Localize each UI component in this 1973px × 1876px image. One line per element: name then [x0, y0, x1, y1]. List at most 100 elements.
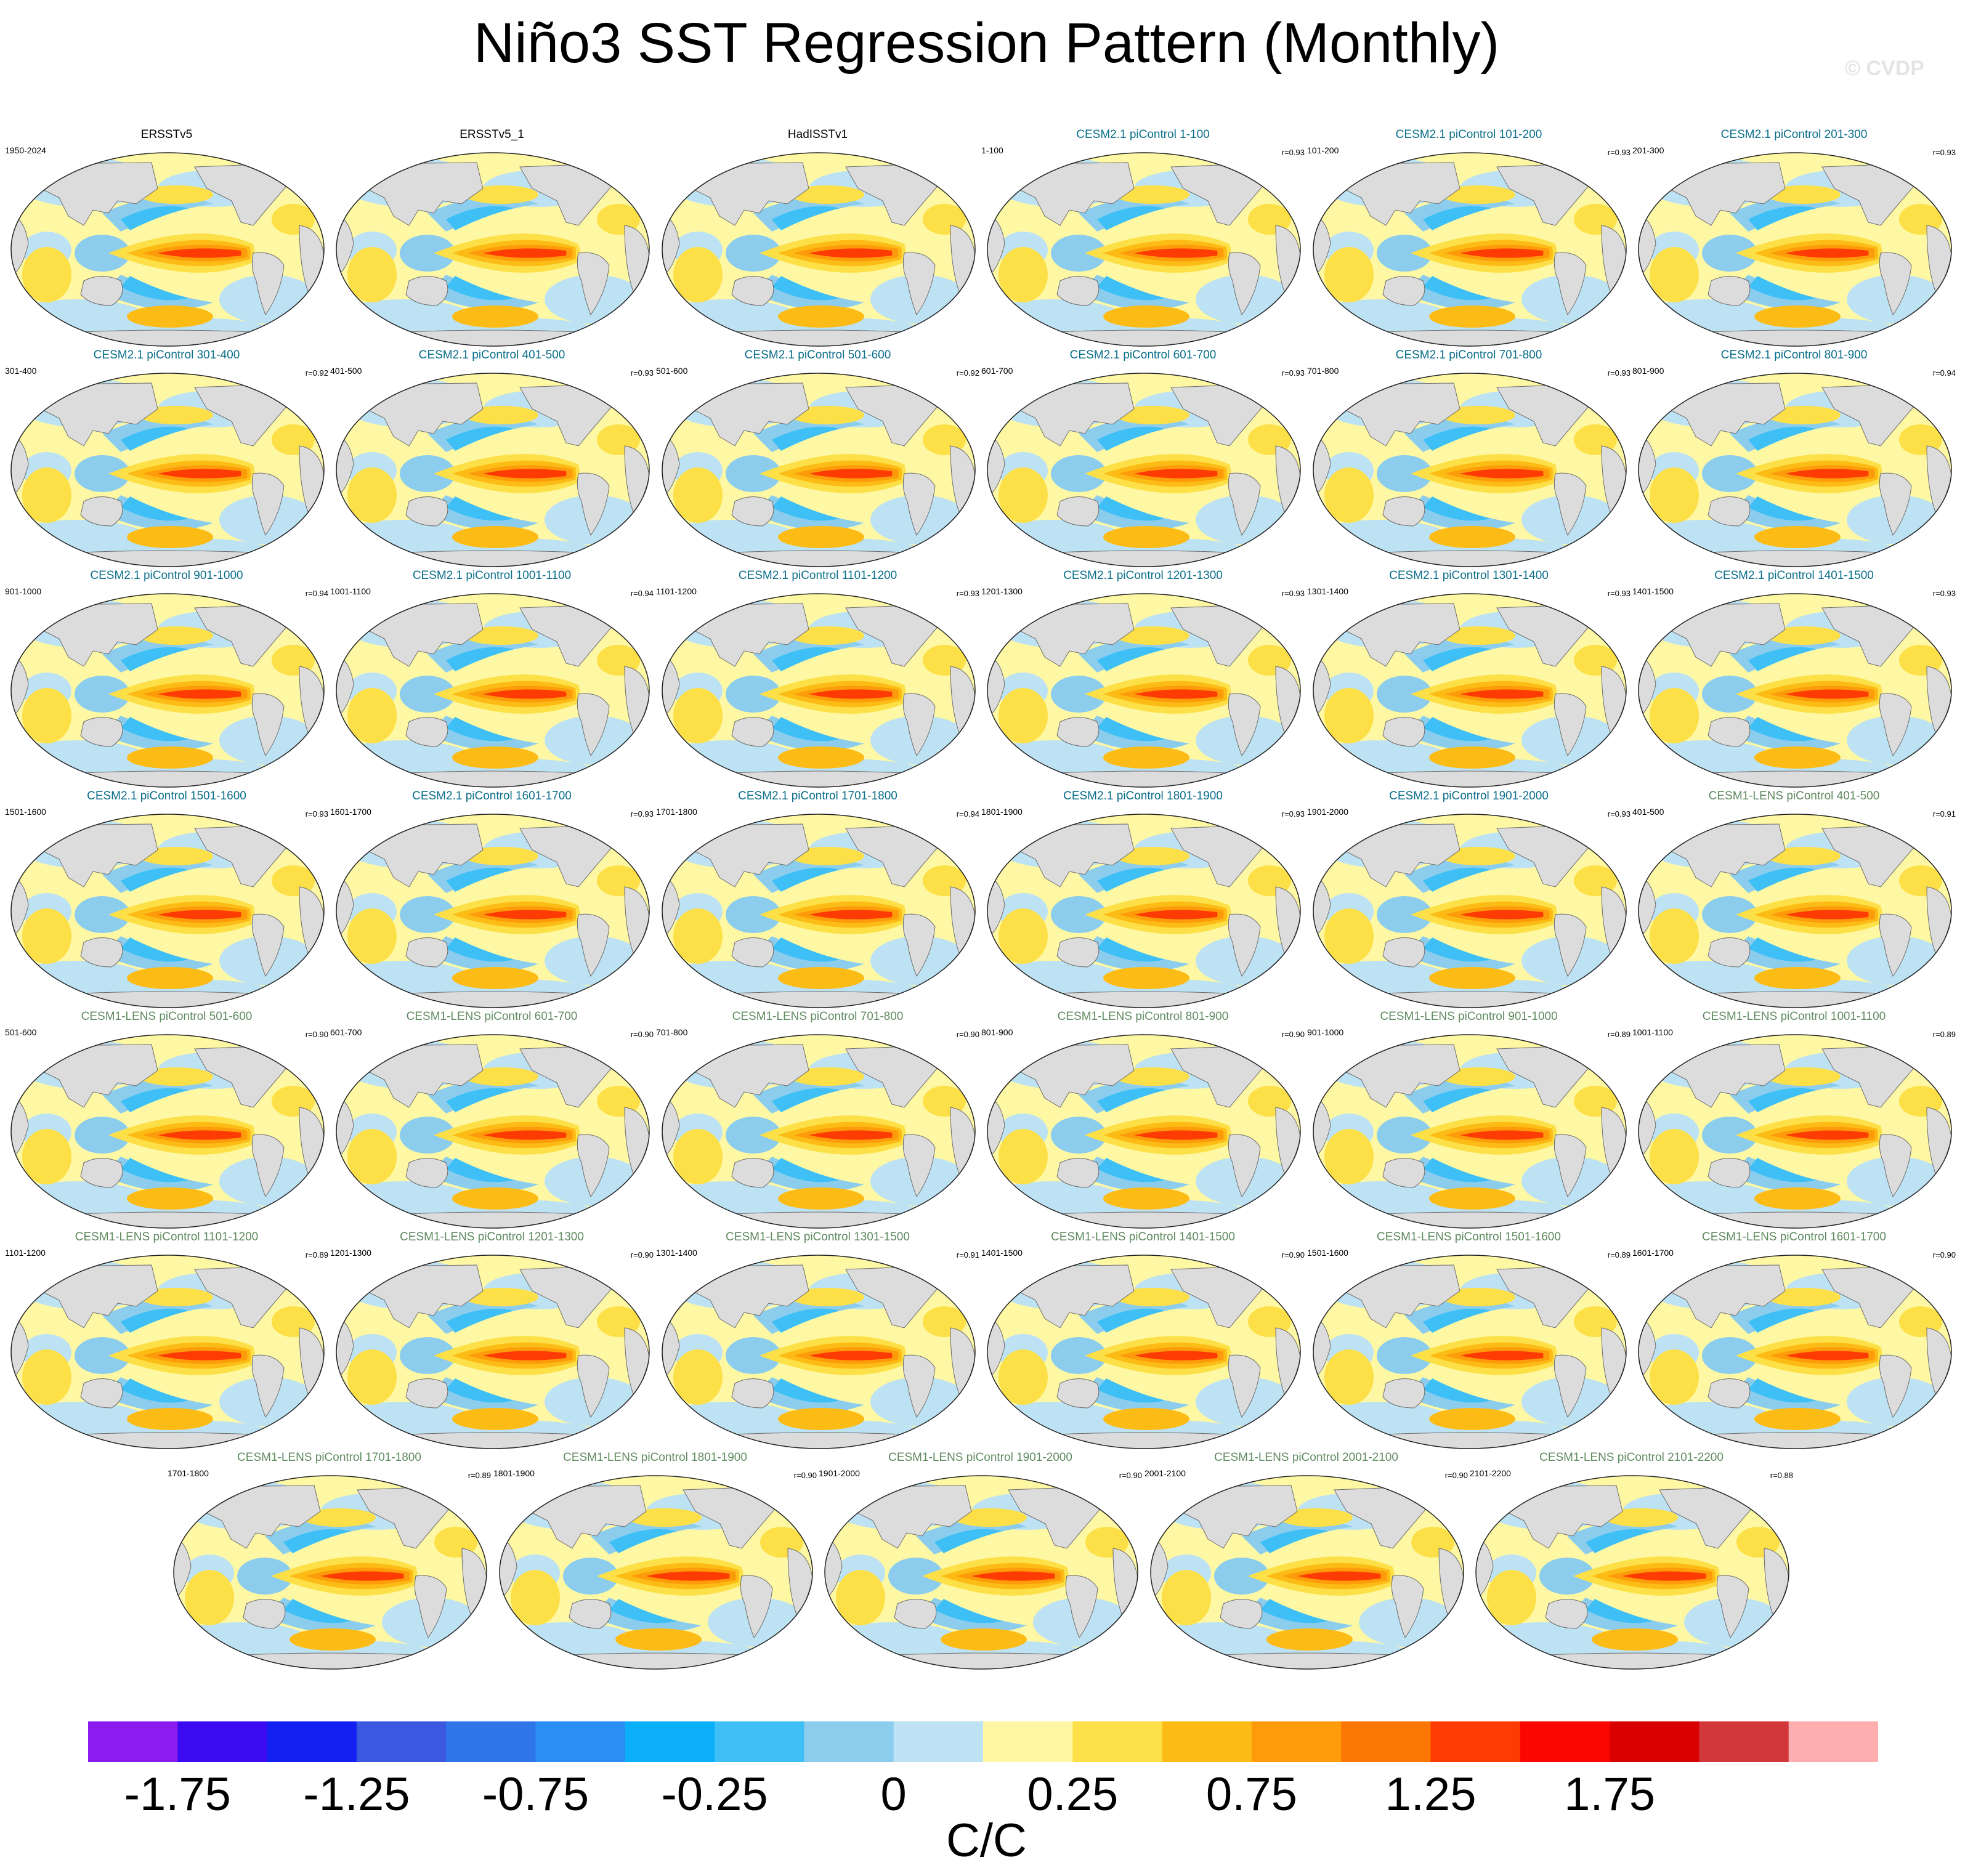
sst-regression-map	[1150, 1475, 1464, 1670]
panel-pattern-correlation: r=0.90	[1119, 1471, 1142, 1480]
panel-pattern-correlation: r=0.90	[956, 1030, 979, 1039]
panel-period: 701-800	[1307, 366, 1339, 376]
map-panel: CESM1-LENS piControl 901-1000 901-1000 r=0…	[1307, 1010, 1631, 1229]
map-panel: CESM2.1 piControl 201-300 201-300 r=0.93	[1632, 128, 1956, 347]
map-panel: CESM1-LENS piControl 801-900 801-900 r=0.9…	[981, 1010, 1305, 1229]
map-panel: CESM1-LENS piControl 601-700 601-700 r=0.9…	[330, 1010, 654, 1229]
panel-title: CESM2.1 piControl 1401-1500	[1714, 569, 1874, 582]
map-panel: CESM2.1 piControl 901-1000 901-1000 r=0.94	[5, 569, 328, 788]
panel-pattern-correlation: r=0.89	[468, 1471, 491, 1480]
panel-period: 1001-1100	[330, 586, 371, 596]
panel-title: ERSSTv5	[140, 128, 193, 141]
map-panel: CESM1-LENS piControl 1201-1300 1201-1300 r…	[330, 1231, 654, 1449]
panel-pattern-correlation: r=0.91	[1932, 809, 1956, 819]
map-panel: CESM1-LENS piControl 501-600 501-600 r=0.9…	[5, 1010, 328, 1229]
panel-title: CESM1-LENS piControl 1401-1500	[1051, 1231, 1235, 1243]
panel-title: ERSSTv5_1	[460, 128, 524, 141]
sst-regression-map	[662, 1034, 976, 1229]
map-panel: CESM1-LENS piControl 401-500 401-500 r=0.9…	[1632, 790, 1956, 1008]
colorbar-swatch	[625, 1721, 715, 1762]
panel-pattern-correlation: r=0.89	[1607, 1250, 1631, 1259]
sst-regression-map	[336, 373, 650, 567]
panel-pattern-correlation: r=0.94	[630, 589, 654, 598]
sst-regression-map	[1638, 593, 1952, 788]
panel-period: 1501-1600	[5, 807, 46, 817]
page-title: Niño3 SST Regression Pattern (Monthly)	[473, 12, 1500, 75]
panel-period: 1601-1700	[1632, 1248, 1674, 1258]
panel-period: 2001-2100	[1145, 1468, 1186, 1478]
panel-period: 1301-1400	[1307, 586, 1348, 596]
colorbar-swatch	[893, 1721, 984, 1762]
panel-title: CESM2.1 piControl 1-100	[1076, 128, 1210, 141]
panel-pattern-correlation: r=0.90	[793, 1471, 817, 1480]
map-panel: CESM2.1 piControl 101-200 101-200 r=0.93	[1307, 128, 1631, 347]
sst-regression-map	[1313, 152, 1627, 347]
sst-regression-map	[1313, 593, 1627, 788]
panel-period: 1001-1100	[1632, 1027, 1673, 1037]
colorbar-swatch	[535, 1721, 626, 1762]
colorbar-swatch	[356, 1721, 447, 1762]
panel-title: CESM1-LENS piControl 1501-1600	[1377, 1231, 1561, 1243]
sst-regression-map	[336, 1034, 650, 1229]
colorbar-swatch	[1520, 1721, 1610, 1762]
panel-period: 1901-2000	[1307, 807, 1348, 817]
colorbar-swatch	[1251, 1721, 1342, 1762]
map-panel: CESM2.1 piControl 701-800 701-800 r=0.93	[1307, 349, 1631, 567]
panel-title: CESM1-LENS piControl 1901-2000	[888, 1451, 1072, 1464]
map-panel: CESM2.1 piControl 301-400 301-400 r=0.92	[5, 349, 328, 567]
panel-pattern-correlation: r=0.90	[1281, 1030, 1305, 1039]
map-panel: CESM1-LENS piControl 1101-1200 1101-1200 r…	[5, 1231, 328, 1449]
panel-pattern-correlation: r=0.94	[956, 809, 979, 819]
sst-regression-map	[1638, 152, 1952, 347]
colorbar-tick-label: 0	[880, 1768, 907, 1821]
panel-title: CESM2.1 piControl 1901-2000	[1389, 790, 1549, 803]
colorbar-swatch	[1430, 1721, 1521, 1762]
panel-period: 1801-1900	[493, 1468, 535, 1478]
panel-title: CESM2.1 piControl 401-500	[418, 349, 565, 362]
panel-pattern-correlation: r=0.90	[1281, 1250, 1305, 1259]
panel-period: 801-900	[981, 1027, 1013, 1037]
panel-title: CESM2.1 piControl 1001-1100	[412, 569, 572, 582]
panel-title: CESM2.1 piControl 1601-1700	[412, 790, 572, 803]
sst-regression-map	[10, 814, 325, 1008]
panel-period: 601-700	[981, 366, 1013, 376]
map-panel: CESM2.1 piControl 601-700 601-700 r=0.93	[981, 349, 1305, 567]
panel-period: 501-600	[5, 1027, 37, 1037]
panel-title: CESM2.1 piControl 1501-1600	[87, 790, 246, 803]
panel-period: 1901-2000	[819, 1468, 860, 1478]
sst-regression-map	[987, 593, 1301, 788]
panel-pattern-correlation: r=0.93	[1281, 809, 1305, 819]
panel-period: 401-500	[1632, 807, 1664, 817]
map-panel: CESM2.1 piControl 1201-1300 1201-1300 r=0.…	[981, 569, 1305, 788]
panel-pattern-correlation: r=0.91	[956, 1250, 979, 1259]
panel-period: 1401-1500	[1632, 586, 1674, 596]
watermark: © CVDP	[1845, 57, 1924, 80]
panel-pattern-correlation: r=0.93	[1281, 589, 1305, 598]
panel-pattern-correlation: r=0.93	[1281, 148, 1305, 157]
panel-pattern-correlation: r=0.93	[1607, 809, 1631, 819]
panel-title: CESM1-LENS piControl 1701-1800	[237, 1451, 421, 1464]
panel-period: 201-300	[1632, 145, 1664, 155]
panel-period: 1801-1900	[981, 807, 1023, 817]
panel-title: CESM1-LENS piControl 1601-1700	[1702, 1231, 1886, 1243]
panel-pattern-correlation: r=0.93	[956, 589, 979, 598]
sst-regression-map	[1313, 373, 1627, 567]
colorbar-swatch	[804, 1721, 894, 1762]
panel-period: 1201-1300	[981, 586, 1023, 596]
sst-regression-map	[987, 152, 1301, 347]
sst-regression-map	[336, 814, 650, 1008]
panel-title: CESM2.1 piControl 901-1000	[90, 569, 243, 582]
panel-title: CESM2.1 piControl 101-200	[1395, 128, 1542, 141]
panel-period: 501-600	[656, 366, 688, 376]
map-panel: CESM2.1 piControl 1301-1400 1301-1400 r=0.…	[1307, 569, 1631, 788]
panel-period: 401-500	[330, 366, 362, 376]
panel-title: CESM2.1 piControl 1201-1300	[1063, 569, 1223, 582]
panel-period: 1601-1700	[330, 807, 371, 817]
panel-pattern-correlation: r=0.94	[1932, 368, 1956, 378]
panel-period: 2101-2200	[1470, 1468, 1511, 1478]
map-panel: CESM1-LENS piControl 1301-1500 1301-1400 r…	[656, 1231, 979, 1449]
map-panel: CESM2.1 piControl 801-900 801-900 r=0.94	[1632, 349, 1956, 567]
colorbar-swatch	[983, 1721, 1073, 1762]
colorbar-tick-label: -0.25	[661, 1768, 768, 1821]
colorbar-tick-label: 1.75	[1564, 1768, 1656, 1821]
